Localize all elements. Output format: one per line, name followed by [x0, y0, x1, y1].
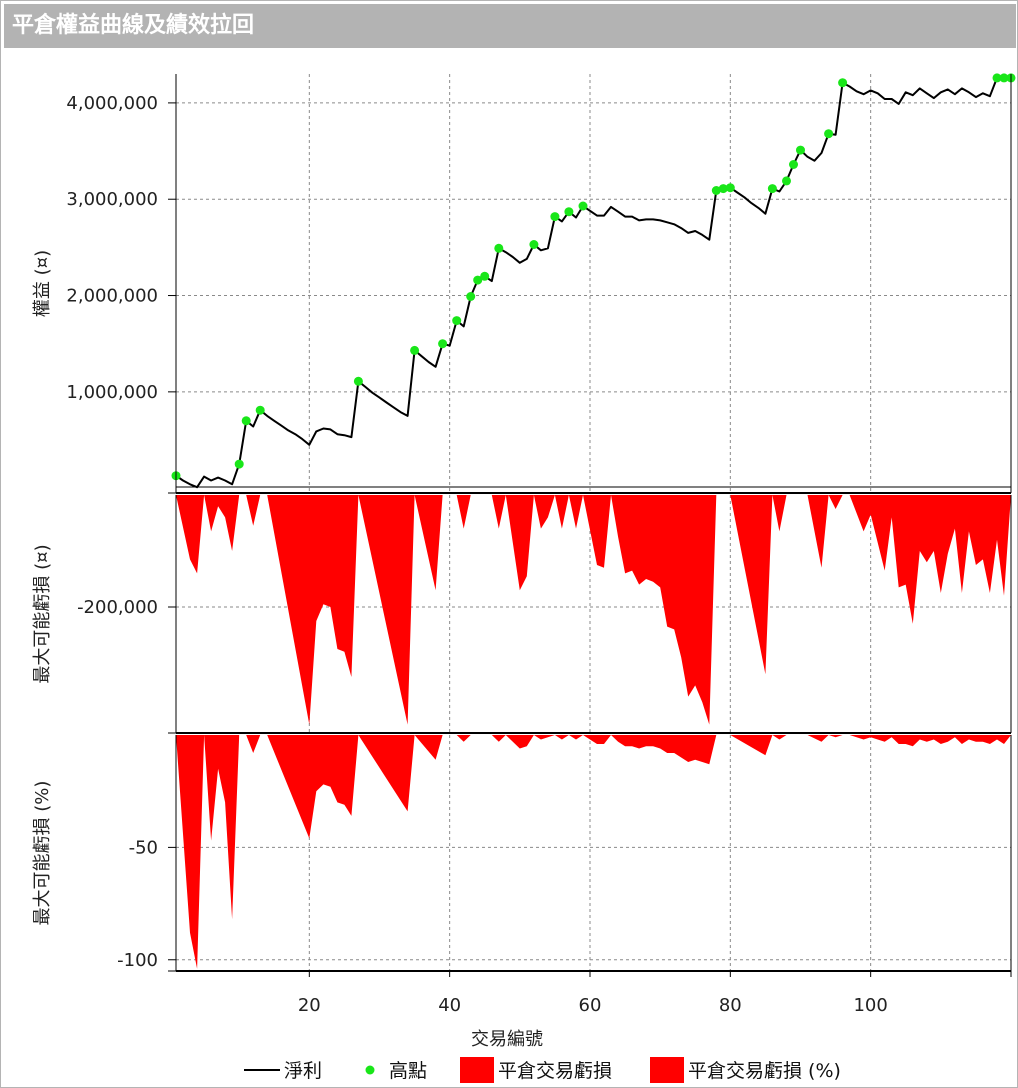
y-axis-title: 權益 (¤) — [32, 250, 53, 317]
equity-line — [175, 76, 1011, 489]
new-high-point — [410, 345, 420, 355]
new-high-point — [564, 207, 574, 217]
x-tick-label: 60 — [579, 995, 602, 1016]
x-tick-label: 40 — [438, 995, 461, 1016]
new-high-point — [452, 316, 462, 326]
drawdown-area — [176, 495, 1011, 725]
x-tick-label: 20 — [298, 995, 321, 1016]
new-high-point — [838, 78, 848, 88]
new-high-point — [480, 271, 490, 281]
y-tick-label: -100 — [117, 950, 158, 971]
new-high-point — [494, 243, 504, 253]
x-axis-title: 交易編號 — [471, 1029, 543, 1050]
y-tick-label: -50 — [129, 837, 158, 858]
new-high-point — [529, 240, 539, 249]
legend-box-swatch — [460, 1057, 494, 1083]
new-high-point — [473, 275, 483, 285]
y-axis-title: 最大可能虧損 (%) — [32, 781, 53, 926]
legend-box-swatch — [650, 1057, 684, 1083]
new-high-point — [550, 212, 560, 222]
y-tick-label: 1,000,000 — [66, 382, 158, 403]
y-tick-label: 2,000,000 — [66, 286, 158, 307]
drawdown-area — [176, 735, 1011, 969]
new-high-point — [992, 73, 1002, 83]
new-high-point — [824, 129, 834, 139]
new-high-point — [711, 186, 721, 195]
new-high-point — [438, 339, 448, 349]
y-tick-label: 4,000,000 — [66, 93, 158, 114]
window-title: 平倉權益曲線及績效拉回 — [4, 4, 1016, 48]
new-high-point — [782, 176, 791, 186]
legend-label: 高點 — [389, 1060, 427, 1082]
new-high-point — [234, 459, 244, 469]
legend-marker-swatch — [365, 1065, 375, 1075]
y-tick-label: 3,000,000 — [66, 189, 158, 210]
new-high-point — [241, 416, 251, 426]
new-high-point — [725, 183, 735, 193]
new-high-point — [718, 184, 728, 194]
new-high-point — [578, 201, 588, 211]
new-high-point — [796, 145, 805, 155]
new-high-point — [767, 184, 777, 194]
legend-label: 平倉交易虧損 — [498, 1060, 612, 1082]
legend-label: 平倉交易虧損 (%) — [688, 1060, 841, 1082]
legend-label: 淨利 — [284, 1060, 322, 1082]
x-tick-label: 80 — [719, 995, 742, 1016]
x-tick-label: 100 — [853, 995, 887, 1016]
new-high-point — [789, 160, 798, 169]
y-tick-label: -200,000 — [77, 597, 158, 618]
new-high-point — [353, 376, 363, 386]
new-high-point — [999, 73, 1009, 83]
new-high-point — [255, 405, 265, 415]
new-high-point — [466, 292, 476, 301]
y-axis-title: 最大可能虧損 (¤) — [32, 544, 53, 683]
